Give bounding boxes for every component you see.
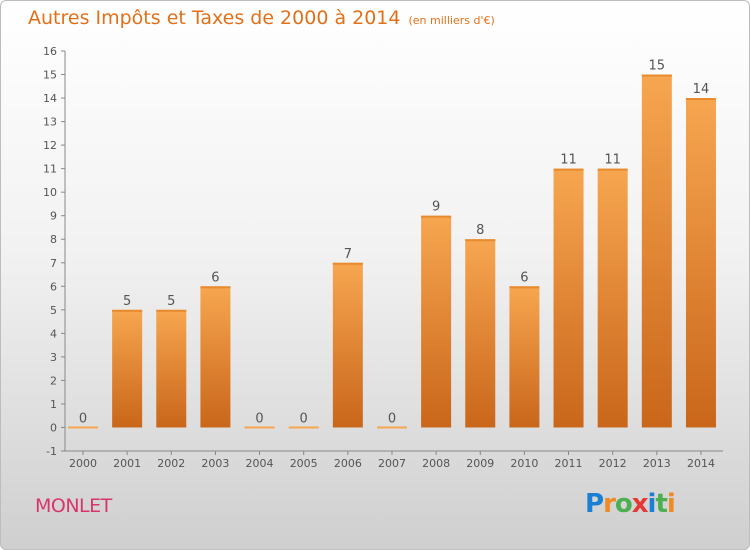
bar-top-edge bbox=[685, 98, 716, 101]
bar-top-edge bbox=[509, 286, 540, 289]
y-tick-label: 15 bbox=[43, 69, 57, 82]
bar-value-label: 15 bbox=[649, 59, 666, 74]
x-tick-label: 2006 bbox=[334, 457, 362, 470]
bar bbox=[200, 286, 231, 428]
bar bbox=[641, 74, 672, 428]
y-tick-label: 9 bbox=[50, 210, 57, 223]
logo-letter: t bbox=[655, 489, 667, 519]
y-tick-label: 3 bbox=[50, 351, 57, 364]
y-tick-label: 13 bbox=[43, 116, 57, 129]
bar-top-edge bbox=[112, 309, 143, 312]
y-tick-label: 5 bbox=[50, 304, 57, 317]
bar-value-label: 6 bbox=[520, 270, 528, 285]
bar bbox=[244, 426, 275, 429]
logo-letter: x bbox=[631, 489, 649, 519]
y-tick-label: 6 bbox=[50, 280, 57, 293]
bar-value-label: 6 bbox=[211, 270, 219, 285]
x-tick-label: 2009 bbox=[466, 457, 494, 470]
x-tick-label: 2012 bbox=[599, 457, 627, 470]
bar-value-label: 5 bbox=[123, 294, 131, 309]
y-tick-label: 14 bbox=[43, 92, 57, 105]
bar-top-edge bbox=[641, 74, 672, 77]
logo-letter: i bbox=[666, 489, 676, 519]
bar bbox=[421, 215, 452, 428]
bar-top-edge bbox=[421, 215, 452, 218]
y-tick-label: 0 bbox=[50, 421, 57, 434]
bar bbox=[288, 426, 319, 429]
bar-top-edge bbox=[553, 168, 584, 171]
data-labels: 0 5 5 6 0 0 7 0 9 8 6 11 11 15 14 bbox=[79, 59, 709, 427]
x-tick-label: 2014 bbox=[687, 457, 715, 470]
x-tick-label: 2000 bbox=[69, 457, 97, 470]
y-tick-label: -1 bbox=[46, 445, 57, 458]
bar-top-edge bbox=[332, 262, 363, 265]
bar-value-label: 11 bbox=[560, 153, 577, 168]
bar-value-label: 0 bbox=[388, 411, 396, 426]
chart-title: Autres Impôts et Taxes de 2000 à 2014 bbox=[28, 7, 401, 29]
bar-top-edge bbox=[597, 168, 628, 171]
bar-value-label: 0 bbox=[300, 411, 308, 426]
x-tick-label: 2004 bbox=[246, 457, 274, 470]
commune-name: MONLET bbox=[35, 495, 112, 517]
bar bbox=[509, 286, 540, 428]
bar-value-label: 9 bbox=[432, 200, 440, 215]
y-tick-label: 12 bbox=[43, 139, 57, 152]
bar-value-label: 5 bbox=[167, 294, 175, 309]
y-tick-label: 11 bbox=[43, 163, 57, 176]
x-tick-label: 2002 bbox=[157, 457, 185, 470]
x-tick-label: 2010 bbox=[510, 457, 538, 470]
y-tick-label: 8 bbox=[50, 233, 57, 246]
bar-value-label: 14 bbox=[693, 82, 710, 97]
x-tick-label: 2003 bbox=[201, 457, 229, 470]
bar-value-label: 0 bbox=[255, 411, 263, 426]
y-tick-label: 1 bbox=[50, 398, 57, 411]
x-tick-label: 2005 bbox=[290, 457, 318, 470]
x-tick-label: 2007 bbox=[378, 457, 406, 470]
bar-top-edge bbox=[156, 309, 187, 312]
x-tick-label: 2011 bbox=[555, 457, 583, 470]
logo-letter: r bbox=[603, 489, 616, 519]
y-tick-label: 4 bbox=[50, 327, 57, 340]
bar-top-edge bbox=[465, 239, 496, 242]
bar bbox=[112, 309, 143, 428]
bar-value-label: 7 bbox=[344, 247, 352, 262]
bar-value-label: 0 bbox=[79, 411, 87, 426]
logo-letter: P bbox=[585, 489, 604, 519]
logo-letter: o bbox=[614, 489, 633, 519]
bar bbox=[68, 426, 98, 429]
bar bbox=[553, 168, 584, 428]
x-tick-label: 2013 bbox=[643, 457, 671, 470]
x-tick-label: 2001 bbox=[113, 457, 141, 470]
bar-value-label: 11 bbox=[604, 153, 621, 168]
bar bbox=[685, 98, 716, 428]
y-tick-label: 2 bbox=[50, 374, 57, 387]
bar bbox=[332, 262, 363, 428]
bar bbox=[376, 426, 407, 429]
y-tick-label: 16 bbox=[43, 45, 57, 58]
y-tick-label: 7 bbox=[50, 257, 57, 270]
bar bbox=[156, 309, 187, 428]
proxiti-logo[interactable]: Proxiti bbox=[585, 489, 676, 519]
bar-value-label: 8 bbox=[476, 223, 484, 238]
bar bbox=[597, 168, 628, 428]
bar bbox=[465, 239, 496, 428]
y-tick-label: 10 bbox=[43, 186, 57, 199]
x-tick-label: 2008 bbox=[422, 457, 450, 470]
bars bbox=[68, 74, 716, 429]
bar-top-edge bbox=[200, 286, 231, 289]
chart-subtitle: (en milliers d'€) bbox=[408, 14, 495, 27]
chart-header: Autres Impôts et Taxes de 2000 à 2014 (en… bbox=[28, 7, 495, 29]
logo-letter: i bbox=[647, 489, 657, 519]
